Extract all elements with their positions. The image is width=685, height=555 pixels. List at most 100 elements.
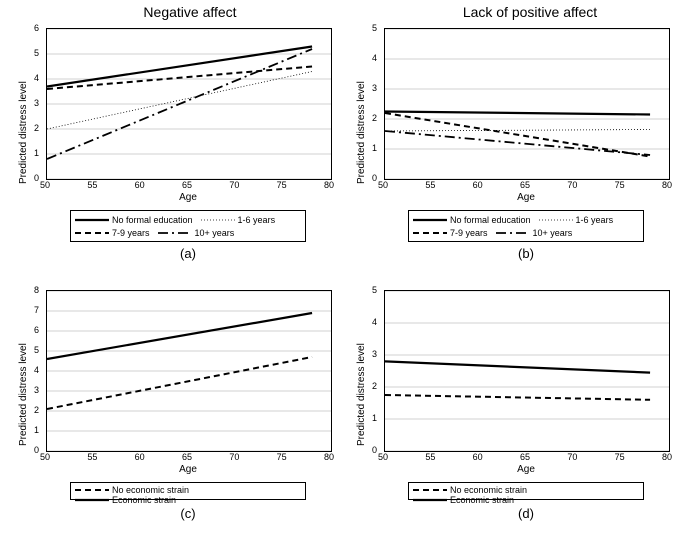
legend-swatch (539, 215, 573, 225)
ytick: 6 (34, 23, 39, 33)
legend-label: 10+ years (533, 228, 573, 238)
xtick: 70 (229, 452, 239, 462)
series-y7_9 (385, 113, 650, 157)
ylabel-c: Predicted distress level (18, 343, 29, 446)
legend-label: 1-6 years (576, 215, 614, 225)
plot-d (384, 290, 670, 452)
xtick: 60 (473, 180, 483, 190)
ytick: 4 (372, 53, 377, 63)
figure: Negative affect Lack of positive affect … (0, 0, 685, 555)
xtick: 55 (425, 452, 435, 462)
ytick: 2 (34, 123, 39, 133)
series-no_formal (47, 47, 312, 87)
col-title-right: Lack of positive affect (380, 4, 680, 20)
ytick: 6 (34, 325, 39, 335)
ylabel-a: Predicted distress level (18, 81, 29, 184)
ytick: 0 (34, 173, 39, 183)
legend-swatch (413, 215, 447, 225)
xtick: 70 (567, 452, 577, 462)
ytick: 4 (34, 365, 39, 375)
legend-item-no_strain: No economic strain (75, 485, 189, 495)
ytick: 3 (34, 385, 39, 395)
ytick: 2 (372, 113, 377, 123)
series-strain (385, 361, 650, 372)
legend-item-y10p: 10+ years (496, 228, 573, 238)
legend-item-y7_9: 7-9 years (75, 228, 150, 238)
xtick: 50 (378, 180, 388, 190)
xtick: 70 (567, 180, 577, 190)
panel-c: Predicted distress level Age No economic… (10, 286, 340, 538)
series-no_strain (385, 395, 650, 400)
legend-c: No economic strainEconomic strain (70, 482, 306, 500)
xlabel-c: Age (46, 464, 330, 475)
legend-item-y1_6: 1-6 years (201, 215, 276, 225)
xtick: 55 (87, 180, 97, 190)
ytick: 3 (372, 83, 377, 93)
legend-label: No economic strain (450, 485, 527, 495)
xlabel-b: Age (384, 192, 668, 203)
legend-swatch (75, 495, 109, 505)
series-no_strain (47, 357, 312, 409)
legend-d: No economic strainEconomic strain (408, 482, 644, 500)
series-y7_9 (47, 67, 312, 90)
ytick: 1 (34, 148, 39, 158)
legend-label: 7-9 years (112, 228, 150, 238)
xtick: 50 (378, 452, 388, 462)
sublabel-a: (a) (168, 246, 208, 261)
legend-item-y7_9: 7-9 years (413, 228, 488, 238)
legend-label: No economic strain (112, 485, 189, 495)
sublabel-d: (d) (506, 506, 546, 521)
xtick: 70 (229, 180, 239, 190)
ytick: 4 (372, 317, 377, 327)
xtick: 65 (182, 180, 192, 190)
legend-label: No formal education (450, 215, 531, 225)
xtick: 80 (662, 452, 672, 462)
legend-swatch (75, 228, 109, 238)
xtick: 75 (277, 180, 287, 190)
ytick: 5 (372, 23, 377, 33)
xlabel-a: Age (46, 192, 330, 203)
legend-label: No formal education (112, 215, 193, 225)
legend-item-no_strain: No economic strain (413, 485, 527, 495)
xtick: 60 (135, 452, 145, 462)
sublabel-c: (c) (168, 506, 208, 521)
legend-label: 1-6 years (238, 215, 276, 225)
sublabel-b: (b) (506, 246, 546, 261)
ytick: 3 (34, 98, 39, 108)
xtick: 80 (662, 180, 672, 190)
plot-b-svg (385, 29, 669, 179)
xtick: 80 (324, 452, 334, 462)
ytick: 0 (34, 445, 39, 455)
legend-swatch (75, 215, 109, 225)
xtick: 75 (615, 452, 625, 462)
col-title-left: Negative affect (40, 4, 340, 20)
ytick: 1 (372, 413, 377, 423)
legend-label: 7-9 years (450, 228, 488, 238)
plot-b (384, 28, 670, 180)
ylabel-d: Predicted distress level (356, 343, 367, 446)
xtick: 65 (182, 452, 192, 462)
xtick: 50 (40, 180, 50, 190)
ytick: 8 (34, 285, 39, 295)
xtick: 75 (277, 452, 287, 462)
xtick: 80 (324, 180, 334, 190)
xtick: 75 (615, 180, 625, 190)
ytick: 5 (372, 285, 377, 295)
xtick: 50 (40, 452, 50, 462)
legend-swatch (413, 228, 447, 238)
legend-label: Economic strain (112, 495, 176, 505)
legend-swatch (158, 228, 192, 238)
ylabel-b: Predicted distress level (356, 81, 367, 184)
legend-swatch (75, 485, 109, 495)
ytick: 4 (34, 73, 39, 83)
xlabel-d: Age (384, 464, 668, 475)
legend-item-strain: Economic strain (75, 495, 176, 505)
ytick: 5 (34, 345, 39, 355)
ytick: 0 (372, 173, 377, 183)
legend-swatch (413, 495, 447, 505)
ytick: 2 (372, 381, 377, 391)
legend-label: 10+ years (195, 228, 235, 238)
panel-d: Predicted distress level Age No economic… (348, 286, 678, 538)
legend-item-y10p: 10+ years (158, 228, 235, 238)
xtick: 55 (87, 452, 97, 462)
